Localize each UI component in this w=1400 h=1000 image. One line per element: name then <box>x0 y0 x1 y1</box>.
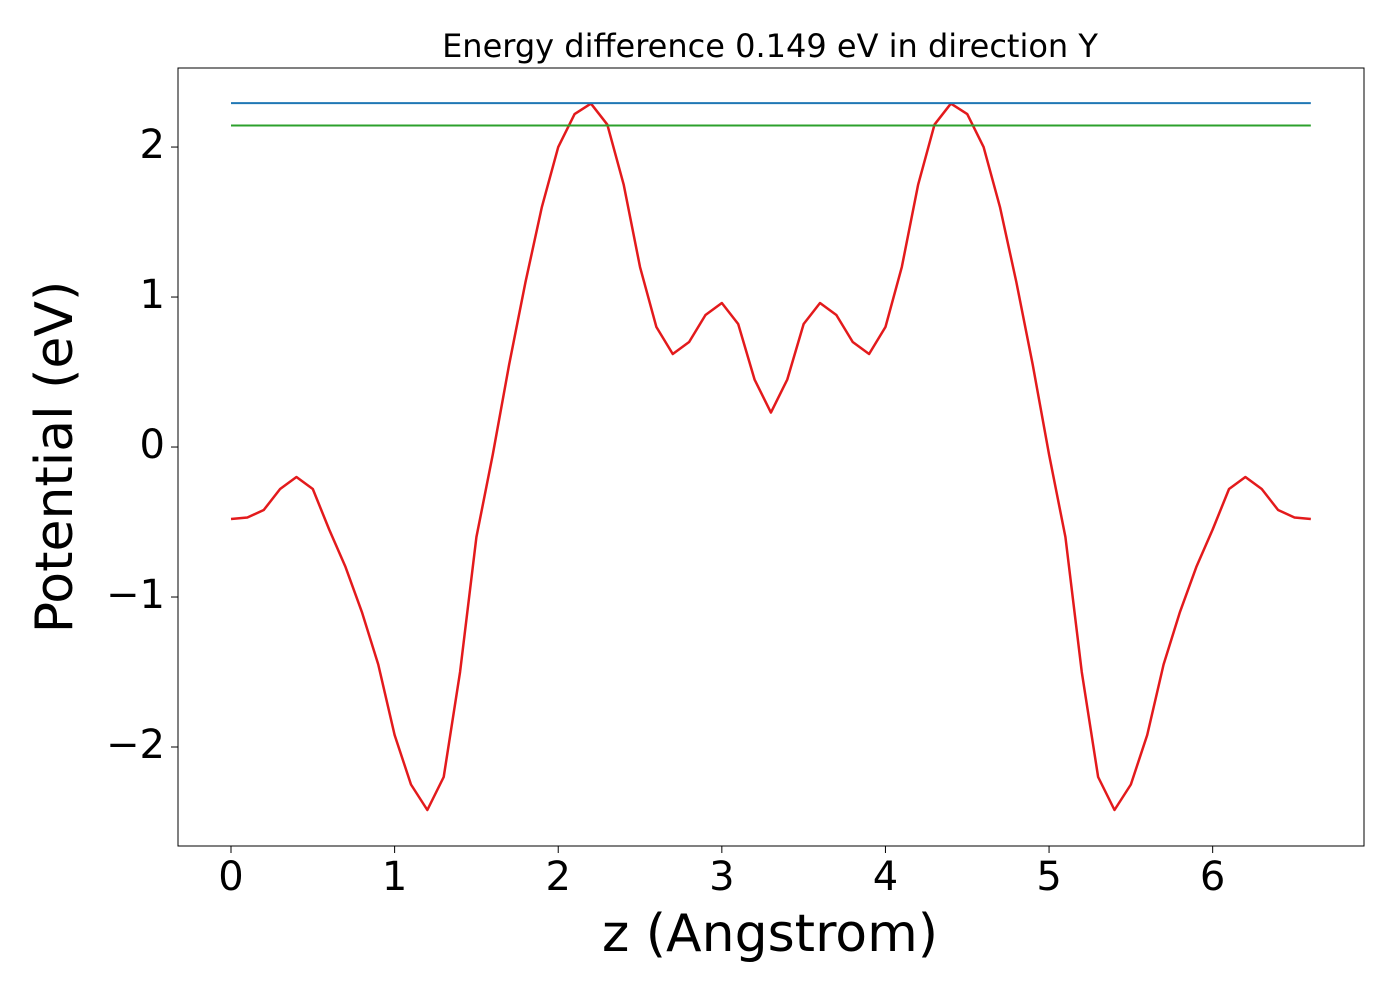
chart-title: Energy difference 0.149 eV in direction … <box>442 27 1098 65</box>
x-axis-label: z (Angstrom) <box>602 904 938 964</box>
line-series <box>230 102 1311 812</box>
x-tick-label: 3 <box>709 854 734 900</box>
x-tick-label: 1 <box>382 854 407 900</box>
y-axis-label: Potential (eV) <box>25 281 85 633</box>
y-tick-label: 1 <box>140 272 165 318</box>
y-tick-label: −1 <box>106 572 165 618</box>
x-tick-label: 0 <box>218 854 243 900</box>
y-tick-label: 0 <box>140 422 165 468</box>
x-tick-label: 2 <box>546 854 571 900</box>
y-tick-label: −2 <box>106 722 165 768</box>
x-tick-label: 4 <box>873 854 898 900</box>
x-tick-label: 5 <box>1036 854 1061 900</box>
x-tick-label: 6 <box>1200 854 1225 900</box>
plot-frame <box>177 67 1365 847</box>
y-tick-label: 2 <box>140 122 165 168</box>
